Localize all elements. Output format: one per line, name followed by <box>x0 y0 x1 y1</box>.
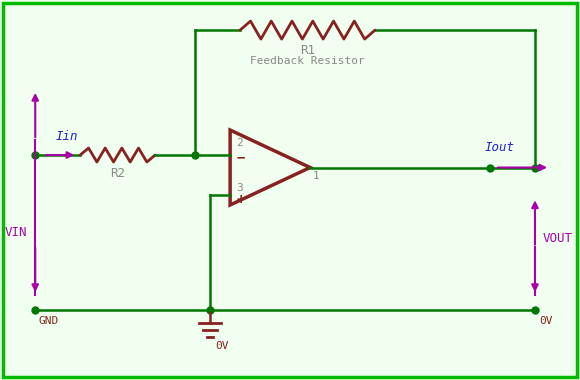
Text: +: + <box>236 193 245 207</box>
Text: 0V: 0V <box>215 341 229 351</box>
Text: −: − <box>236 150 245 164</box>
Text: 1: 1 <box>313 171 320 180</box>
Text: 0V: 0V <box>539 316 553 326</box>
Text: VIN: VIN <box>5 226 27 239</box>
FancyBboxPatch shape <box>3 3 577 377</box>
Text: Feedback Resistor: Feedback Resistor <box>250 56 365 66</box>
Text: Iout: Iout <box>485 141 515 154</box>
Text: GND: GND <box>38 316 59 326</box>
Text: Iin: Iin <box>55 130 78 143</box>
Text: 2: 2 <box>236 138 243 148</box>
Text: R2: R2 <box>110 167 125 180</box>
Text: 3: 3 <box>236 183 243 193</box>
Text: R1: R1 <box>300 44 315 57</box>
Text: VOUT: VOUT <box>543 232 573 245</box>
